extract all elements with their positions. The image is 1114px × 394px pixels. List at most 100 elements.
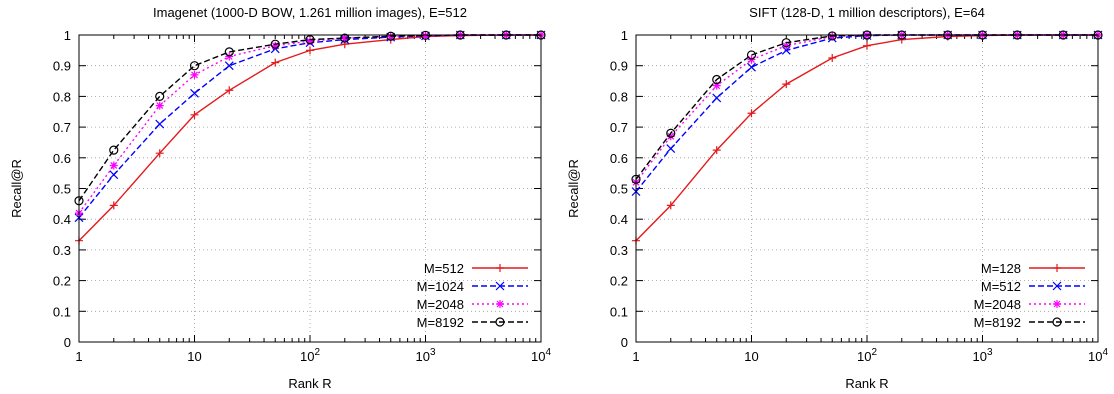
x-tick-label: 102 [300, 347, 320, 364]
data-point [747, 62, 756, 72]
data-point [190, 110, 199, 119]
legend-label: M=128 [981, 261, 1021, 276]
data-point [827, 31, 837, 41]
data-point [109, 201, 118, 210]
y-tick-label: 0.4 [53, 212, 71, 227]
y-tick-label: 0.2 [610, 274, 628, 289]
sift-recall-chart: SIFT (128-D, 1 million descriptors), E=6… [566, 5, 1108, 391]
data-point [305, 35, 315, 45]
data-point [666, 201, 675, 210]
data-point [224, 61, 234, 71]
series-line [635, 34, 1098, 193]
x-tick-exponent: 3 [430, 347, 436, 358]
data-point [666, 128, 676, 138]
data-point [225, 86, 234, 95]
plot-frame [635, 34, 1099, 343]
x-tick-base: 10 [187, 349, 201, 364]
y-tick-label: 1 [621, 28, 628, 43]
y-tick-label: 0.5 [610, 182, 628, 197]
data-point [306, 37, 314, 46]
chart-title: Imagenet (1000-D BOW, 1.261 million imag… [153, 5, 467, 20]
imagenet-recall-chart: Imagenet (1000-D BOW, 1.261 million imag… [9, 5, 551, 391]
x-tick-base: 10 [1088, 349, 1102, 364]
y-axis-label: Recall@R [9, 159, 24, 218]
x-tick-label: 103 [972, 347, 992, 364]
legend-marker [496, 300, 504, 308]
data-point [190, 70, 199, 79]
series-line [78, 34, 541, 214]
legend-label: M=8192 [974, 315, 1021, 330]
data-point [747, 109, 756, 118]
x-tick-base: 10 [972, 349, 986, 364]
data-point [781, 38, 791, 48]
x-tick-label: 1 [75, 349, 82, 364]
legend-marker [1052, 281, 1062, 291]
x-tick-exponent: 2 [871, 347, 877, 358]
data-point [109, 161, 118, 170]
y-tick-label: 0.9 [53, 59, 71, 74]
data-point [271, 58, 280, 67]
series-M=2048 [75, 31, 545, 218]
data-point [712, 146, 721, 155]
y-tick-label: 0.8 [53, 89, 71, 104]
x-axis-label: Rank R [845, 376, 888, 391]
legend-marker [1053, 264, 1061, 272]
x-tick-label: 10 [744, 349, 758, 364]
x-tick-label: 102 [857, 347, 877, 364]
y-tick-label: 0.1 [610, 304, 628, 319]
y-tick-label: 0 [64, 335, 71, 350]
data-point [155, 149, 164, 158]
data-point [386, 31, 396, 41]
x-tick-label: 103 [415, 347, 435, 364]
legend-label: M=8192 [417, 315, 464, 330]
legend-marker [495, 281, 505, 291]
x-tick-base: 10 [415, 349, 429, 364]
data-point [224, 47, 234, 57]
legend-marker [1053, 300, 1061, 308]
y-axis-label: Recall@R [566, 159, 581, 218]
legend-label: M=512 [424, 261, 464, 276]
y-tick-label: 0.2 [53, 274, 71, 289]
x-tick-label: 10 [187, 349, 201, 364]
data-point [155, 91, 165, 102]
series-line [78, 34, 541, 202]
data-point [190, 88, 199, 98]
data-point [863, 41, 871, 50]
x-tick-base: 10 [857, 349, 871, 364]
y-tick-label: 1 [64, 28, 71, 43]
x-axis-label: Rank R [288, 376, 331, 391]
series-line [635, 34, 1098, 183]
data-point [746, 50, 757, 60]
data-point [421, 31, 430, 40]
data-point [270, 39, 280, 49]
data-point [155, 119, 165, 129]
data-point [712, 81, 721, 90]
y-tick-label: 0.7 [53, 120, 71, 135]
data-point [712, 74, 722, 85]
series-line [78, 34, 541, 219]
data-point [189, 61, 200, 71]
legend-marker [1052, 317, 1062, 327]
data-point [225, 52, 234, 61]
data-point [340, 34, 349, 43]
data-point [782, 80, 791, 89]
y-tick-label: 0 [621, 335, 628, 350]
x-tick-base: 10 [744, 349, 758, 364]
plot-frame [78, 34, 542, 343]
y-tick-label: 0.3 [610, 243, 628, 258]
legend: M=128 M=512 M=2048 M=8192 [974, 261, 1085, 330]
legend-label: M=2048 [417, 297, 464, 312]
y-tick-label: 0.8 [610, 89, 628, 104]
data-point [666, 132, 675, 141]
x-tick-base: 10 [531, 349, 545, 364]
x-tick-exponent: 3 [987, 347, 993, 358]
y-tick-label: 0.3 [53, 243, 71, 258]
data-point [712, 93, 722, 103]
y-tick-label: 0.5 [53, 182, 71, 197]
x-tick-exponent: 4 [545, 347, 551, 358]
data-point [155, 101, 164, 110]
x-tick-base: 1 [632, 349, 639, 364]
data-point [271, 41, 280, 50]
legend-label: M=2048 [974, 297, 1021, 312]
